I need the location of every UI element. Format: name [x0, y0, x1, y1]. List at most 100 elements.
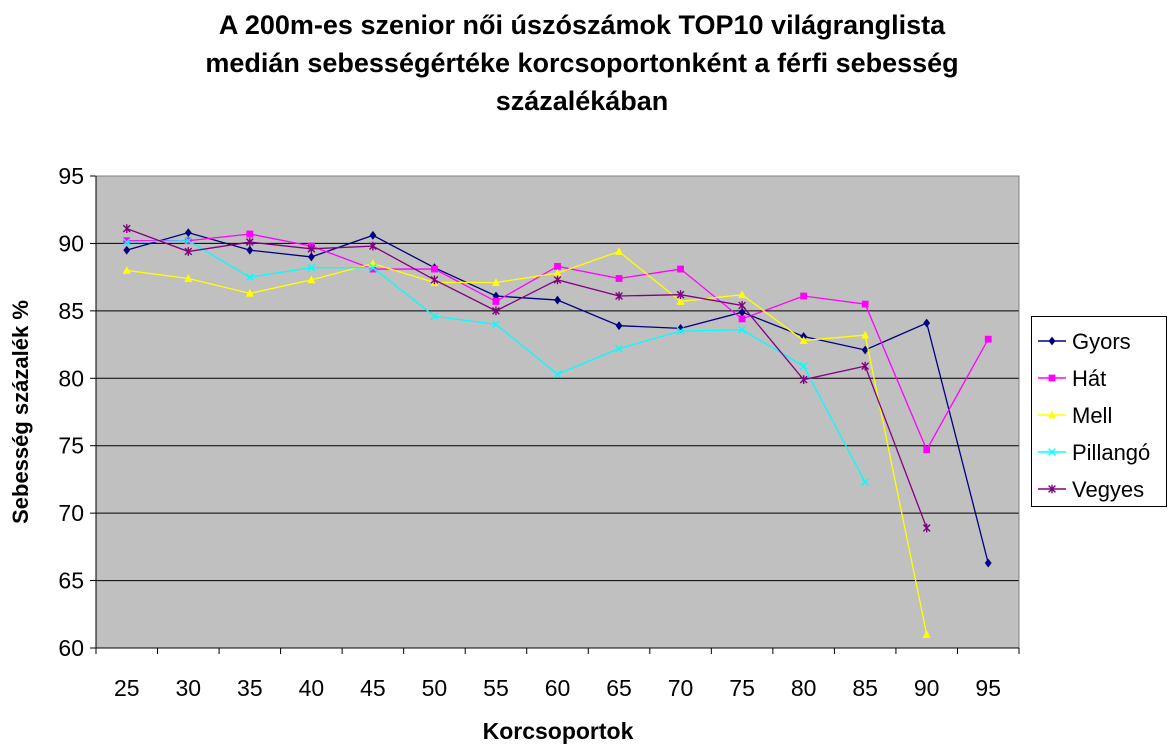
- y-tick-label: 95: [58, 163, 84, 189]
- x-tick-label: 55: [483, 675, 509, 701]
- data-point-pillang-: [738, 325, 746, 334]
- data-point-pillang-: [369, 263, 377, 272]
- data-point-gyors: [492, 291, 500, 301]
- data-point-h-t: [984, 335, 992, 343]
- x-tick-label: 40: [299, 675, 325, 701]
- legend-label: Hát: [1072, 366, 1107, 391]
- data-point-mell: [245, 288, 254, 297]
- chart-title-line: medián sebességértéke korcsoportonként a…: [205, 48, 959, 78]
- data-point-gyors: [246, 245, 254, 255]
- data-point-gyors: [184, 228, 192, 238]
- legend-label: Pillangó: [1072, 440, 1151, 465]
- plot-background: [96, 176, 1019, 648]
- data-point-gyors: [123, 245, 131, 255]
- data-point-vegyes: [369, 241, 377, 251]
- x-tick-label: 35: [237, 675, 263, 701]
- data-point-pillang-: [245, 273, 254, 282]
- data-point-pillang-: [615, 344, 623, 353]
- x-tick-label: 60: [545, 675, 571, 701]
- data-point-mell: [738, 290, 747, 299]
- legend-item: Hát: [1032, 363, 1166, 393]
- data-point-gyors: [307, 252, 315, 262]
- data-point-pillang-: [553, 370, 562, 379]
- data-point-h-t: [492, 298, 500, 305]
- chart-title-line: A 200m-es szenior női úszószámok TOP10 v…: [218, 10, 946, 40]
- data-point-vegyes: [553, 275, 562, 285]
- data-point-vegyes: [738, 301, 746, 310]
- x-tick-label: 80: [791, 675, 817, 701]
- data-point-h-t: [800, 292, 808, 300]
- legend-swatch: [1038, 336, 1066, 346]
- data-point-gyors: [923, 318, 931, 328]
- data-point-h-t: [369, 265, 377, 273]
- y-tick-label: 60: [58, 635, 84, 661]
- data-point-vegyes: [922, 523, 931, 533]
- legend-label: Mell: [1072, 403, 1113, 428]
- data-point-h-t: [923, 446, 931, 454]
- legend-swatch: [1038, 374, 1066, 382]
- legend-item: Vegyes: [1032, 474, 1166, 504]
- legend-item: Mell: [1032, 400, 1166, 430]
- data-point-h-t: [615, 275, 623, 282]
- data-point-gyors: [369, 230, 377, 240]
- data-point-vegyes: [245, 237, 254, 247]
- x-tick-label: 50: [422, 675, 448, 701]
- data-point-pillang-: [799, 362, 808, 371]
- y-tick-label: 85: [58, 298, 84, 324]
- data-point-vegyes: [615, 291, 623, 301]
- legend-item: Gyors: [1032, 326, 1166, 356]
- x-tick-label: 90: [914, 675, 940, 701]
- data-point-pillang-: [676, 327, 685, 335]
- data-point-mell: [861, 330, 870, 339]
- data-point-h-t: [861, 300, 869, 308]
- data-point-mell: [307, 275, 316, 284]
- plot-area: 60 65 70 75 80 85 90 95 25 30 35 40 45 50 55 60 65 70 75 80…: [58, 163, 1020, 701]
- data-point-gyors: [984, 558, 992, 568]
- data-point-pillang-: [430, 312, 439, 321]
- series-line-mell: [126, 250, 928, 635]
- legend-label: Gyors: [1072, 329, 1131, 354]
- data-point-h-t: [246, 230, 254, 238]
- data-point-h-t: [554, 262, 561, 270]
- x-axis-title: Korcsoportok: [483, 718, 634, 744]
- chart-title: A 200m-es szenior női úszószámok TOP10 v…: [0, 6, 1164, 120]
- legend-label: Vegyes: [1072, 477, 1145, 502]
- data-point-vegyes: [492, 306, 500, 316]
- data-point-mell: [799, 336, 808, 344]
- data-point-vegyes: [307, 244, 316, 254]
- data-point-vegyes: [676, 290, 685, 300]
- legend-swatch: [1038, 448, 1066, 456]
- data-point-mell: [676, 297, 685, 305]
- data-point-mell: [491, 278, 500, 286]
- y-tick-label: 80: [58, 365, 84, 391]
- data-point-mell: [615, 247, 624, 255]
- data-point-pillang-: [861, 478, 870, 487]
- y-tick-label: 65: [58, 568, 84, 594]
- data-point-gyors: [615, 321, 623, 331]
- chart-title-line: százalékában: [495, 86, 669, 116]
- data-point-h-t: [677, 265, 684, 273]
- data-point-vegyes: [799, 375, 808, 385]
- data-point-vegyes: [184, 247, 193, 256]
- series-line-vegyes: [126, 227, 928, 529]
- data-point-gyors: [554, 295, 561, 305]
- data-point-vegyes: [430, 275, 439, 285]
- data-point-gyors: [861, 345, 869, 355]
- data-point-h-t: [738, 315, 746, 323]
- data-point-h-t: [431, 265, 438, 273]
- data-point-vegyes: [861, 361, 870, 371]
- data-point-pillang-: [122, 238, 131, 246]
- x-tick-label: 75: [729, 675, 755, 701]
- data-point-mell: [122, 266, 131, 274]
- legend: Gyors Hát Mell Pillangó Vegyes: [1031, 316, 1167, 507]
- y-tick-label: 70: [58, 500, 84, 526]
- x-tick-label: 70: [668, 675, 694, 701]
- data-point-mell: [553, 268, 562, 277]
- x-tick-label: 95: [975, 675, 1001, 701]
- data-point-vegyes: [122, 224, 131, 233]
- data-point-gyors: [738, 307, 746, 317]
- legend-item: Pillangó: [1032, 437, 1166, 467]
- data-point-pillang-: [492, 320, 500, 329]
- legend-swatch: [1038, 484, 1066, 494]
